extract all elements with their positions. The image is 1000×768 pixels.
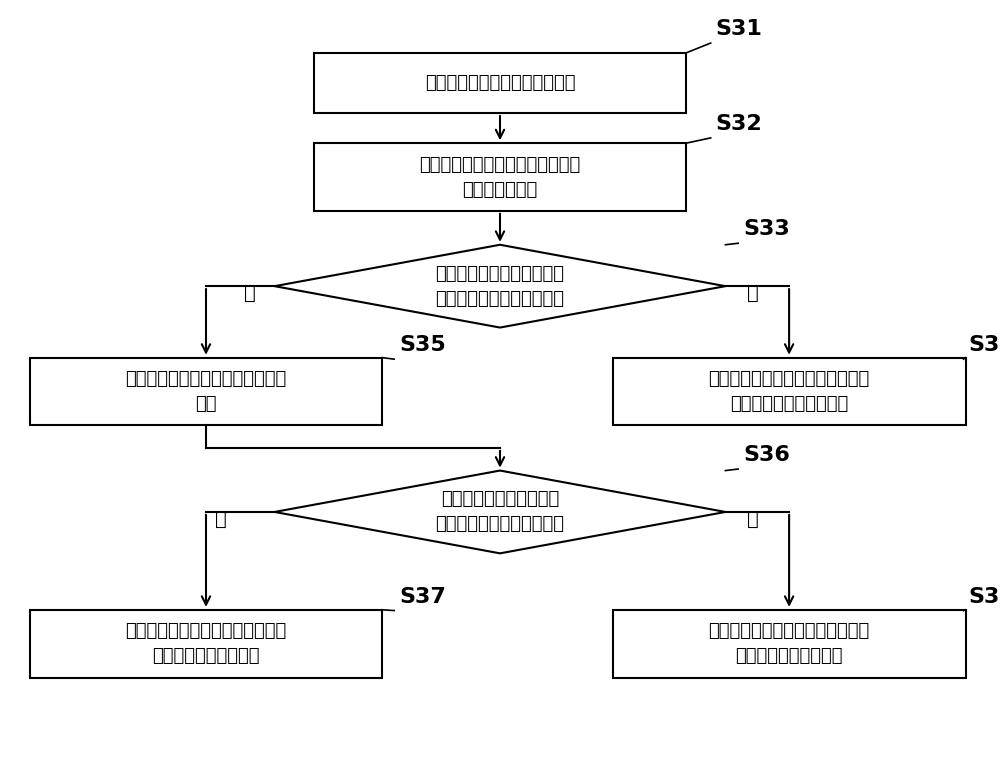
Text: 是: 是 — [215, 510, 227, 529]
Text: 是: 是 — [747, 284, 759, 303]
Text: S34: S34 — [968, 336, 1000, 356]
Text: S32: S32 — [716, 114, 762, 134]
Text: 获取当前选择的热点的信道信息: 获取当前选择的热点的信道信息 — [425, 74, 575, 92]
FancyBboxPatch shape — [314, 53, 686, 113]
FancyBboxPatch shape — [314, 143, 686, 211]
Text: 对信道信息中包含的无重区域的信
道进行优先扫描: 对信道信息中包含的无重区域的信 道进行优先扫描 — [419, 156, 581, 198]
Text: 判断在重叠区域的信道上
是否扫描到当前选择的热点: 判断在重叠区域的信道上 是否扫描到当前选择的热点 — [436, 491, 564, 534]
FancyBboxPatch shape — [30, 610, 382, 677]
Polygon shape — [275, 471, 725, 553]
FancyBboxPatch shape — [30, 358, 382, 425]
Text: 判断在无重叠区域的信道上
是否扫描到当前选择的热点: 判断在无重叠区域的信道上 是否扫描到当前选择的热点 — [436, 265, 564, 308]
Text: S33: S33 — [743, 220, 790, 240]
Polygon shape — [275, 245, 725, 328]
FancyBboxPatch shape — [613, 610, 966, 677]
Text: 否: 否 — [244, 284, 256, 303]
Text: S31: S31 — [716, 19, 762, 39]
Text: 对在无重叠区域的信道上扫描到的
当前选择的热点进行连接: 对在无重叠区域的信道上扫描到的 当前选择的热点进行连接 — [708, 370, 870, 413]
Text: 对信道信息中剩余的重叠信道进行
扫描: 对信道信息中剩余的重叠信道进行 扫描 — [125, 370, 287, 413]
Text: S38: S38 — [968, 587, 1000, 607]
Text: S36: S36 — [743, 445, 790, 465]
Text: 否: 否 — [747, 510, 759, 529]
Text: S37: S37 — [399, 587, 446, 607]
Text: 按照匹配度由高到低的顺序选择下
一个热点进行扫描连接: 按照匹配度由高到低的顺序选择下 一个热点进行扫描连接 — [708, 622, 870, 665]
Text: 对在重叠区域的信道上扫描到的当
前选择的热点进行连接: 对在重叠区域的信道上扫描到的当 前选择的热点进行连接 — [125, 622, 287, 665]
Text: S35: S35 — [399, 336, 446, 356]
FancyBboxPatch shape — [613, 358, 966, 425]
